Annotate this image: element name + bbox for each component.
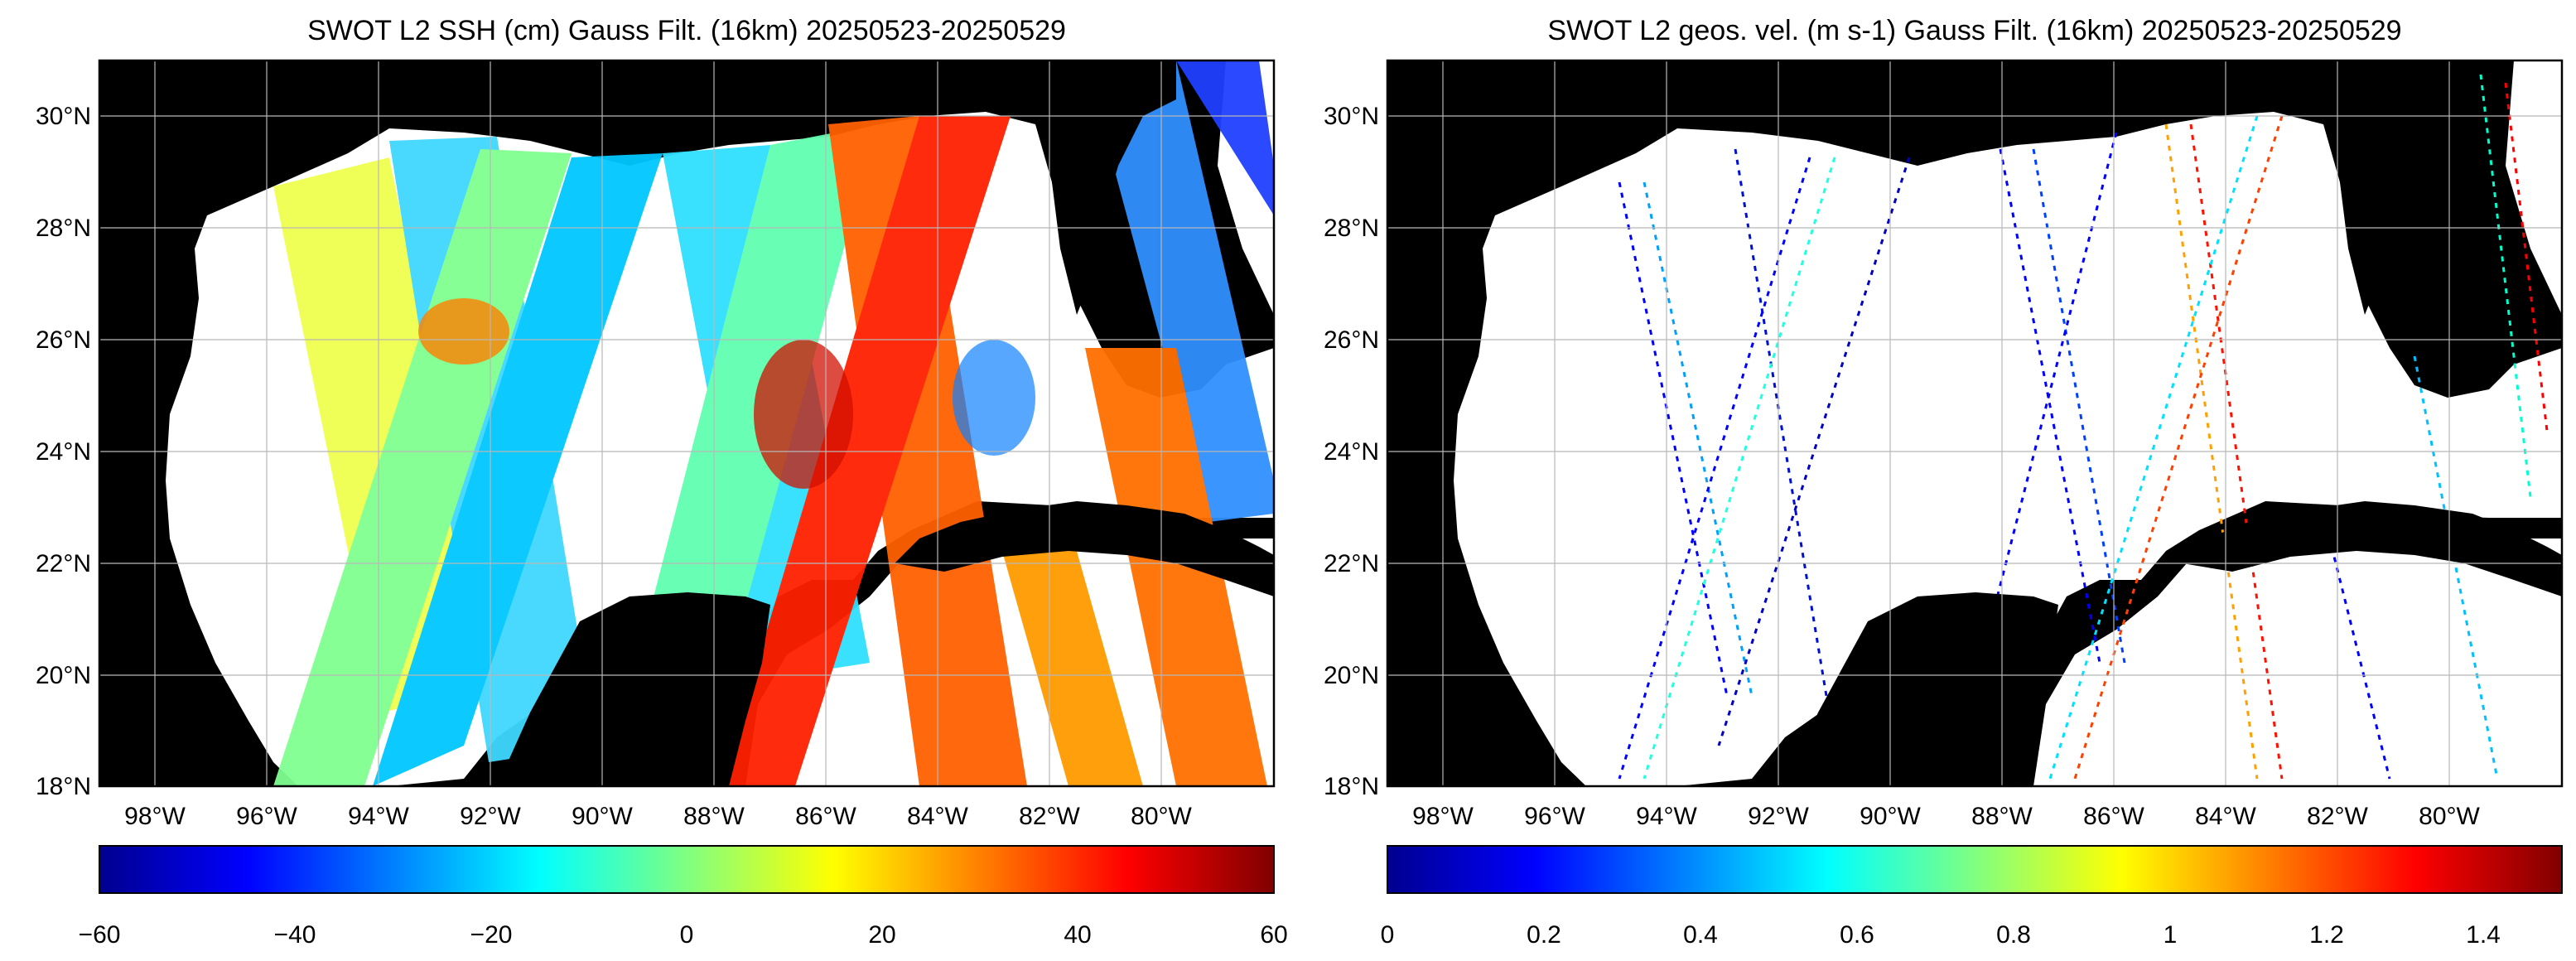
ssh-map-area (99, 60, 1274, 786)
swath-9 (1085, 60, 1274, 522)
colorbar-tick: 0.4 (1683, 921, 1718, 949)
velocity-map-area (1387, 60, 2562, 786)
lon-label: 92°W (460, 803, 521, 830)
caribbean-water-region (2033, 538, 2562, 786)
colorbar-tick: −40 (274, 921, 316, 949)
lon-label: 98°W (1412, 803, 1474, 830)
colorbar-tick: −60 (79, 921, 121, 949)
ssh-colorbar-ticks: −60 −40 −20 0 20 40 60 (79, 921, 1288, 949)
lon-label: 94°W (1636, 803, 1697, 830)
velocity-lon-labels: 98°W 96°W 94°W 92°W 90°W 88°W 86°W 84°W … (1412, 803, 2480, 830)
lon-label: 92°W (1748, 803, 1809, 830)
colorbar-tick: 1.4 (2466, 921, 2501, 949)
colorbar-tick: 1.2 (2309, 921, 2344, 949)
lon-label: 90°W (572, 803, 633, 830)
vector-band (2413, 355, 2499, 780)
lon-label: 98°W (124, 803, 186, 830)
colorbar-tick: 0 (680, 921, 694, 949)
yucatan-land (497, 592, 770, 786)
swath-3 (273, 149, 572, 786)
vector-band (2073, 115, 2284, 780)
vector-band (1643, 181, 1754, 697)
lon-label: 96°W (236, 803, 297, 830)
atlantic-water-region (2506, 60, 2562, 315)
velocity-map-title: SWOT L2 geos. vel. (m s-1) Gauss Filt. (… (1547, 15, 2401, 46)
vector-band (2504, 82, 2549, 432)
vector-band (1734, 148, 1836, 746)
warm-eddy-feature (418, 298, 509, 365)
vector-band (1999, 148, 2101, 664)
lon-label: 86°W (795, 803, 856, 830)
lat-label: 28°N (1324, 215, 1379, 242)
ssh-colorbar (99, 845, 1275, 894)
lon-label: 82°W (2307, 803, 2368, 830)
ssh-map-title: SWOT L2 SSH (cm) Gauss Filt. (16km) 2025… (307, 15, 1066, 46)
velocity-map-frame (1386, 59, 2564, 788)
vector-band (1949, 132, 2118, 780)
lon-label: 84°W (907, 803, 968, 830)
swath-12 (994, 522, 1143, 786)
vector-band (1618, 181, 1729, 697)
colorbar-tick: 1 (2164, 921, 2178, 949)
yucatan-land (1785, 592, 2058, 786)
florida-land (1035, 60, 1176, 315)
vector-band (2330, 546, 2391, 780)
colorbar-tick: 40 (1064, 921, 1091, 949)
lat-label: 22°N (36, 550, 91, 577)
lat-label: 24°N (36, 438, 91, 466)
velocity-colorbar-ticks: 0 0.2 0.4 0.6 0.8 1 1.2 1.4 (1381, 921, 2501, 949)
lon-label: 96°W (1524, 803, 1585, 830)
lat-label: 30°N (36, 103, 91, 130)
cuba-land (895, 501, 1274, 596)
velocity-map-panel: SWOT L2 geos. vel. (m s-1) Gauss Filt. (… (1324, 15, 2564, 949)
lat-label: 24°N (1324, 438, 1379, 466)
swath-10 (1085, 348, 1267, 786)
colorbar-tick: 60 (1260, 921, 1287, 949)
cold-eddy-feature (953, 340, 1035, 456)
velocity-grid (1387, 60, 2562, 786)
lat-label: 26°N (36, 326, 91, 354)
ssh-lat-labels: 30°N 28°N 26°N 24°N 22°N 20°N 18°N (36, 103, 91, 800)
florida-land (2323, 60, 2464, 315)
vector-band (2048, 115, 2259, 780)
colorbar-tick: 0 (1381, 921, 1395, 949)
colorbar-tick: −20 (470, 921, 513, 949)
ssh-grid (99, 60, 1274, 786)
lon-label: 90°W (1860, 803, 1921, 830)
colorbar-tick: 0.8 (1996, 921, 2031, 949)
lon-label: 88°W (683, 803, 745, 830)
lon-label: 94°W (348, 803, 409, 830)
swath-4 (373, 153, 663, 786)
lat-label: 22°N (1324, 550, 1379, 577)
lat-label: 18°N (1324, 773, 1379, 800)
loop-current-feature (754, 340, 853, 489)
ssh-lon-labels: 98°W 96°W 94°W 92°W 90°W 88°W 86°W 84°W … (124, 803, 1192, 830)
vector-band (2164, 123, 2259, 780)
colorbar-tick: 0.2 (1527, 921, 1561, 949)
cuba-land (2183, 501, 2562, 596)
ssh-map-panel: SWOT L2 SSH (cm) Gauss Filt. (16km) 2025… (36, 15, 1288, 949)
lat-label: 30°N (1324, 103, 1379, 130)
colorbar-tick: 20 (868, 921, 895, 949)
ssh-map-frame (98, 59, 1276, 788)
swath-11 (1176, 60, 1274, 215)
lon-label: 82°W (1019, 803, 1080, 830)
lat-label: 20°N (36, 662, 91, 689)
vector-band (2189, 123, 2284, 780)
velocity-colorbar (1387, 845, 2563, 894)
velocity-lat-labels: 30°N 28°N 26°N 24°N 22°N 20°N 18°N (1324, 103, 1379, 800)
lat-label: 26°N (1324, 326, 1379, 354)
lon-label: 80°W (2419, 803, 2480, 830)
lon-label: 80°W (1131, 803, 1192, 830)
colorbar-tick: 0.6 (1840, 921, 1874, 949)
lon-label: 88°W (1971, 803, 2033, 830)
vector-band (2032, 148, 2126, 664)
lat-label: 28°N (36, 215, 91, 242)
lon-label: 84°W (2195, 803, 2256, 830)
lat-label: 20°N (1324, 662, 1379, 689)
lon-label: 86°W (2083, 803, 2144, 830)
lat-label: 18°N (36, 773, 91, 800)
gulf-water-region (1454, 112, 2562, 786)
